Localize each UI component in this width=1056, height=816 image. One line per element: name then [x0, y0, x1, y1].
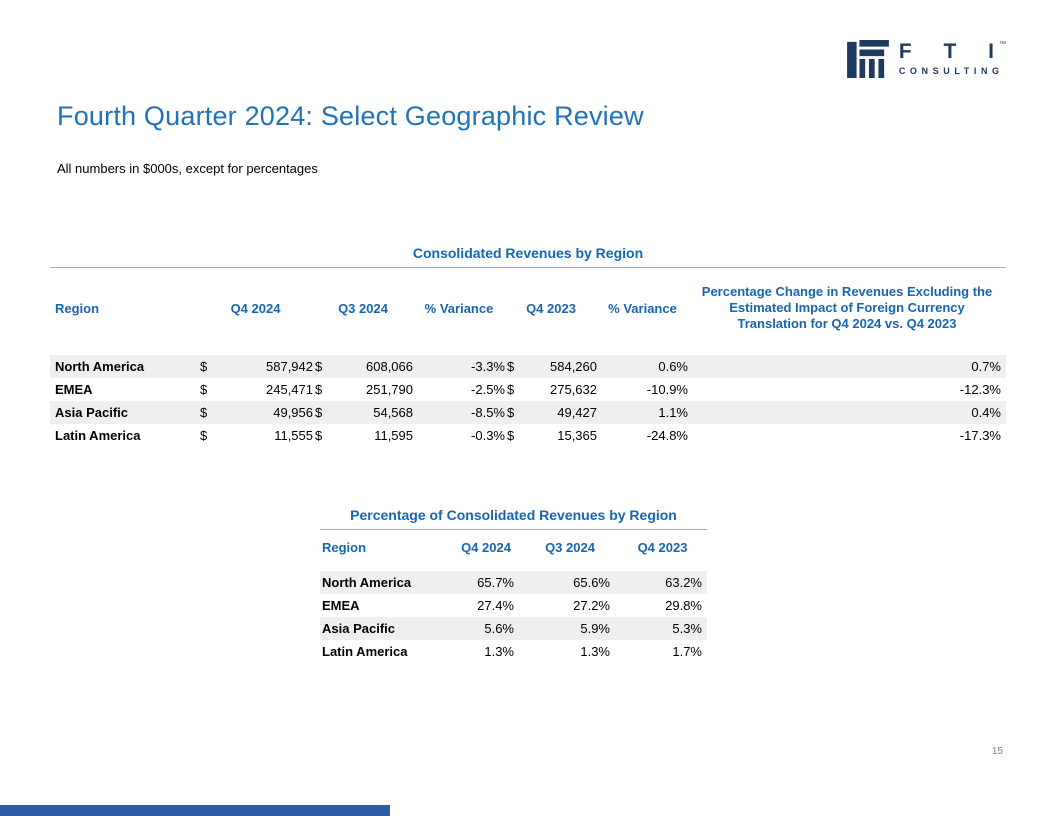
- q4-2023-value: 584,260: [550, 359, 597, 374]
- fti-consulting-logo: F T I ™ CONSULTING: [846, 40, 1006, 78]
- revenue-table-body: North America $ 587,942 $ 608,066 -3.3% …: [50, 355, 1006, 447]
- variance-q4-value: 1.1%: [658, 405, 688, 420]
- fti-column-icon: [846, 40, 889, 78]
- logo-text: F T I ™ CONSULTING: [899, 40, 1006, 76]
- q3-2024-pct: 65.6%: [573, 575, 610, 590]
- q3-2024-pct: 1.3%: [580, 644, 610, 659]
- region-cell: EMEA: [55, 382, 93, 397]
- region-cell: North America: [55, 359, 145, 374]
- logo-letters: F T I: [898, 40, 1007, 63]
- percentage-table-body: North America 65.7% 65.6% 63.2% EMEA 27.…: [320, 571, 707, 663]
- region-cell: Asia Pacific: [322, 621, 395, 636]
- q3-2024-value: 608,066: [366, 359, 413, 374]
- variance-q3-value: -3.3%: [471, 359, 505, 374]
- percentage-revenues-table: Percentage of Consolidated Revenues by R…: [320, 507, 707, 663]
- region-cell: Asia Pacific: [55, 405, 128, 420]
- region-cell: Latin America: [55, 428, 141, 443]
- currency-symbol: $: [315, 359, 323, 374]
- fx-change-value: 0.4%: [971, 405, 1001, 420]
- header-q4-2024: Q4 2024: [230, 300, 281, 316]
- slide-title: Fourth Quarter 2024: Select Geographic R…: [57, 101, 644, 131]
- fx-change-value: 0.7%: [971, 359, 1001, 374]
- variance-q3-value: -0.3%: [471, 428, 505, 443]
- header-q4-2023: Q4 2023: [637, 539, 688, 555]
- currency-symbol: $: [315, 382, 323, 397]
- q4-2023-pct: 29.8%: [665, 598, 702, 613]
- currency-symbol: $: [200, 359, 208, 374]
- table-row: Latin America 1.3% 1.3% 1.7%: [320, 640, 707, 663]
- region-cell: North America: [322, 575, 412, 590]
- q4-2024-pct: 1.3%: [484, 644, 514, 659]
- logo-trademark: ™: [999, 41, 1006, 48]
- currency-symbol: $: [507, 382, 515, 397]
- table-row: EMEA 27.4% 27.2% 29.8%: [320, 594, 707, 617]
- header-region: Region: [322, 539, 367, 555]
- currency-symbol: $: [200, 382, 208, 397]
- currency-symbol: $: [315, 428, 323, 443]
- q3-2024-pct: 5.9%: [580, 621, 610, 636]
- currency-symbol: $: [507, 405, 515, 420]
- variance-q4-value: 0.6%: [658, 359, 688, 374]
- region-cell: Latin America: [322, 644, 408, 659]
- currency-symbol: $: [507, 428, 515, 443]
- q4-2023-value: 15,365: [557, 428, 597, 443]
- fx-change-value: -12.3%: [959, 382, 1001, 397]
- fx-change-value: -17.3%: [959, 428, 1001, 443]
- header-region: Region: [55, 300, 100, 316]
- table-row: North America 65.7% 65.6% 63.2%: [320, 571, 707, 594]
- q4-2023-pct: 1.7%: [672, 644, 702, 659]
- header-fx-change: Percentage Change in Revenues Excluding …: [701, 284, 993, 331]
- q4-2023-pct: 5.3%: [672, 621, 702, 636]
- q3-2024-value: 11,595: [374, 428, 413, 443]
- table-row: EMEA $ 245,471 $ 251,790 -2.5% $ 275,632…: [50, 378, 1006, 401]
- header-variance-q4: % Variance: [608, 300, 677, 316]
- q4-2023-pct: 63.2%: [665, 575, 702, 590]
- header-q4-2023: Q4 2023: [526, 300, 576, 316]
- currency-symbol: $: [507, 359, 515, 374]
- variance-q4-value: -24.8%: [646, 428, 688, 443]
- q3-2024-value: 251,790: [366, 382, 413, 397]
- header-q3-2024: Q3 2024: [545, 539, 595, 555]
- currency-symbol: $: [200, 428, 208, 443]
- table-row: North America $ 587,942 $ 608,066 -3.3% …: [50, 355, 1006, 378]
- consolidated-revenues-table: Consolidated Revenues by Region Region Q…: [50, 245, 1006, 447]
- q4-2024-value: 245,471: [266, 382, 313, 397]
- q4-2024-value: 587,942: [266, 359, 313, 374]
- footer-accent-bar: [0, 805, 390, 816]
- currency-symbol: $: [315, 405, 323, 420]
- table-row: Asia Pacific 5.6% 5.9% 5.3%: [320, 617, 707, 640]
- q3-2024-value: 54,568: [373, 405, 413, 420]
- revenue-table-title: Consolidated Revenues by Region: [50, 245, 1006, 268]
- table-row: Asia Pacific $ 49,956 $ 54,568 -8.5% $ 4…: [50, 401, 1006, 424]
- q4-2023-value: 275,632: [550, 382, 597, 397]
- q4-2023-value: 49,427: [557, 405, 597, 420]
- region-cell: EMEA: [322, 598, 360, 613]
- logo-consulting-label: CONSULTING: [898, 66, 1004, 76]
- revenue-table-header-row: Region Q4 2024 Q3 2024 % Variance Q4 202…: [50, 284, 1006, 332]
- percentage-table-title: Percentage of Consolidated Revenues by R…: [320, 507, 707, 530]
- percentage-table-header-row: Region Q4 2024 Q3 2024 Q4 2023: [320, 537, 707, 557]
- header-q4-2024: Q4 2024: [461, 539, 511, 555]
- header-q3-2024: Q3 2024: [338, 300, 388, 316]
- table-row: Latin America $ 11,555 $ 11,595 -0.3% $ …: [50, 424, 1006, 447]
- q4-2024-value: 11,555: [274, 428, 313, 443]
- page-number: 15: [991, 746, 1003, 757]
- q4-2024-pct: 5.6%: [484, 621, 514, 636]
- currency-symbol: $: [200, 405, 208, 420]
- q4-2024-value: 49,956: [273, 405, 313, 420]
- q4-2024-pct: 65.7%: [477, 575, 514, 590]
- variance-q3-value: -8.5%: [471, 405, 505, 420]
- q4-2024-pct: 27.4%: [477, 598, 514, 613]
- q3-2024-pct: 27.2%: [573, 598, 610, 613]
- variance-q4-value: -10.9%: [646, 382, 688, 397]
- variance-q3-value: -2.5%: [471, 382, 505, 397]
- slide-subtitle: All numbers in $000s, except for percent…: [57, 161, 318, 176]
- header-variance-q3: % Variance: [424, 300, 494, 316]
